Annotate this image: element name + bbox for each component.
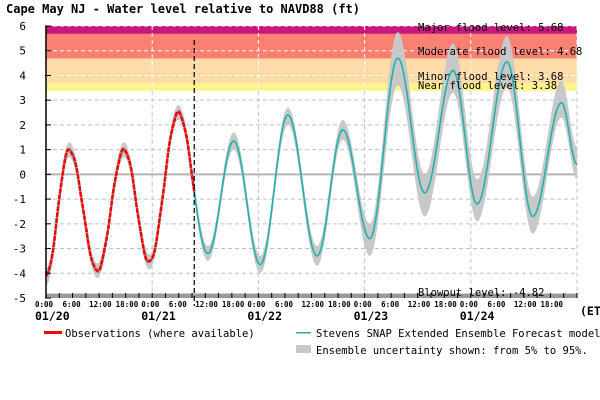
x-hour-label: 18:00 — [116, 300, 139, 309]
x-hour-label: 6:00 — [63, 300, 82, 309]
y-tick-label: 2 — [19, 119, 26, 132]
threshold-label: Moderate flood level: 4.68 — [418, 46, 582, 58]
x-hour-label: 6:00 — [169, 300, 188, 309]
flood-band-0 — [46, 26, 577, 34]
x-date-label: 01/24 — [460, 309, 495, 323]
x-hour-label: 18:00 — [434, 300, 457, 309]
x-hour-label: 18:00 — [328, 300, 351, 309]
legend-observations-swatch — [44, 331, 62, 334]
y-tick-label: -4 — [13, 267, 27, 280]
legend-uncertainty-swatch — [296, 345, 311, 353]
x-hour-label: 12:00 — [514, 300, 537, 309]
x-date-label: 01/21 — [141, 309, 176, 323]
x-date-label: 01/20 — [35, 309, 70, 323]
threshold-label: Blowout level: -4.82 — [418, 287, 544, 299]
y-tick-label: -2 — [13, 218, 26, 231]
threshold-label: Major flood level: 5.68 — [418, 22, 563, 34]
threshold-label: Near flood level: 3.38 — [418, 80, 557, 92]
flood-band-3 — [46, 83, 577, 91]
flood-band-2 — [46, 58, 577, 84]
x-hour-label: 12:00 — [302, 300, 325, 309]
threshold-label: Minor flood level: 3.68 — [418, 71, 563, 83]
legend-forecast-swatch — [296, 332, 311, 334]
x-hour-label: 6:00 — [381, 300, 400, 309]
x-date-label: 01/22 — [247, 309, 282, 323]
x-unit-label: (ET) — [580, 304, 600, 318]
legend-uncertainty-label: Ensemble uncertainty shown: from 5% to 9… — [316, 345, 588, 357]
legend-observations-label: Observations (where available) — [65, 328, 255, 340]
x-hour-label: 6:00 — [275, 300, 294, 309]
x-hour-label: 0:00 — [460, 300, 479, 309]
y-tick-label: 6 — [19, 20, 26, 33]
y-tick-label: 4 — [19, 69, 26, 82]
y-tick-label: -1 — [13, 193, 26, 206]
y-tick-label: -5 — [13, 292, 26, 305]
x-hour-label: 18:00 — [540, 300, 563, 309]
observations-line — [44, 110, 196, 277]
x-hour-label: 0:00 — [35, 300, 54, 309]
legend: Observations (where available) Stevens S… — [44, 328, 600, 357]
x-date-label: 01/23 — [354, 309, 389, 323]
legend-forecast-label: Stevens SNAP Extended Ensemble Forecast … — [316, 328, 600, 340]
x-hour-label: 6:00 — [487, 300, 506, 309]
y-tick-label: 1 — [19, 144, 26, 157]
y-tick-label: 5 — [19, 45, 26, 58]
x-hour-label: 18:00 — [222, 300, 245, 309]
x-hour-label: 0:00 — [141, 300, 160, 309]
y-tick-label: -3 — [13, 243, 26, 256]
x-hour-label: 12:00 — [408, 300, 431, 309]
x-hour-label: 0:00 — [354, 300, 373, 309]
x-hour-label: 12:00 — [89, 300, 112, 309]
chart-title: Cape May NJ - Water level relative to NA… — [6, 2, 360, 16]
y-tick-label: 0 — [19, 168, 26, 181]
flood-band-1 — [46, 33, 577, 59]
x-hour-label: 12:00 — [195, 300, 218, 309]
x-hour-label: 0:00 — [247, 300, 266, 309]
y-tick-label: 3 — [19, 94, 26, 107]
